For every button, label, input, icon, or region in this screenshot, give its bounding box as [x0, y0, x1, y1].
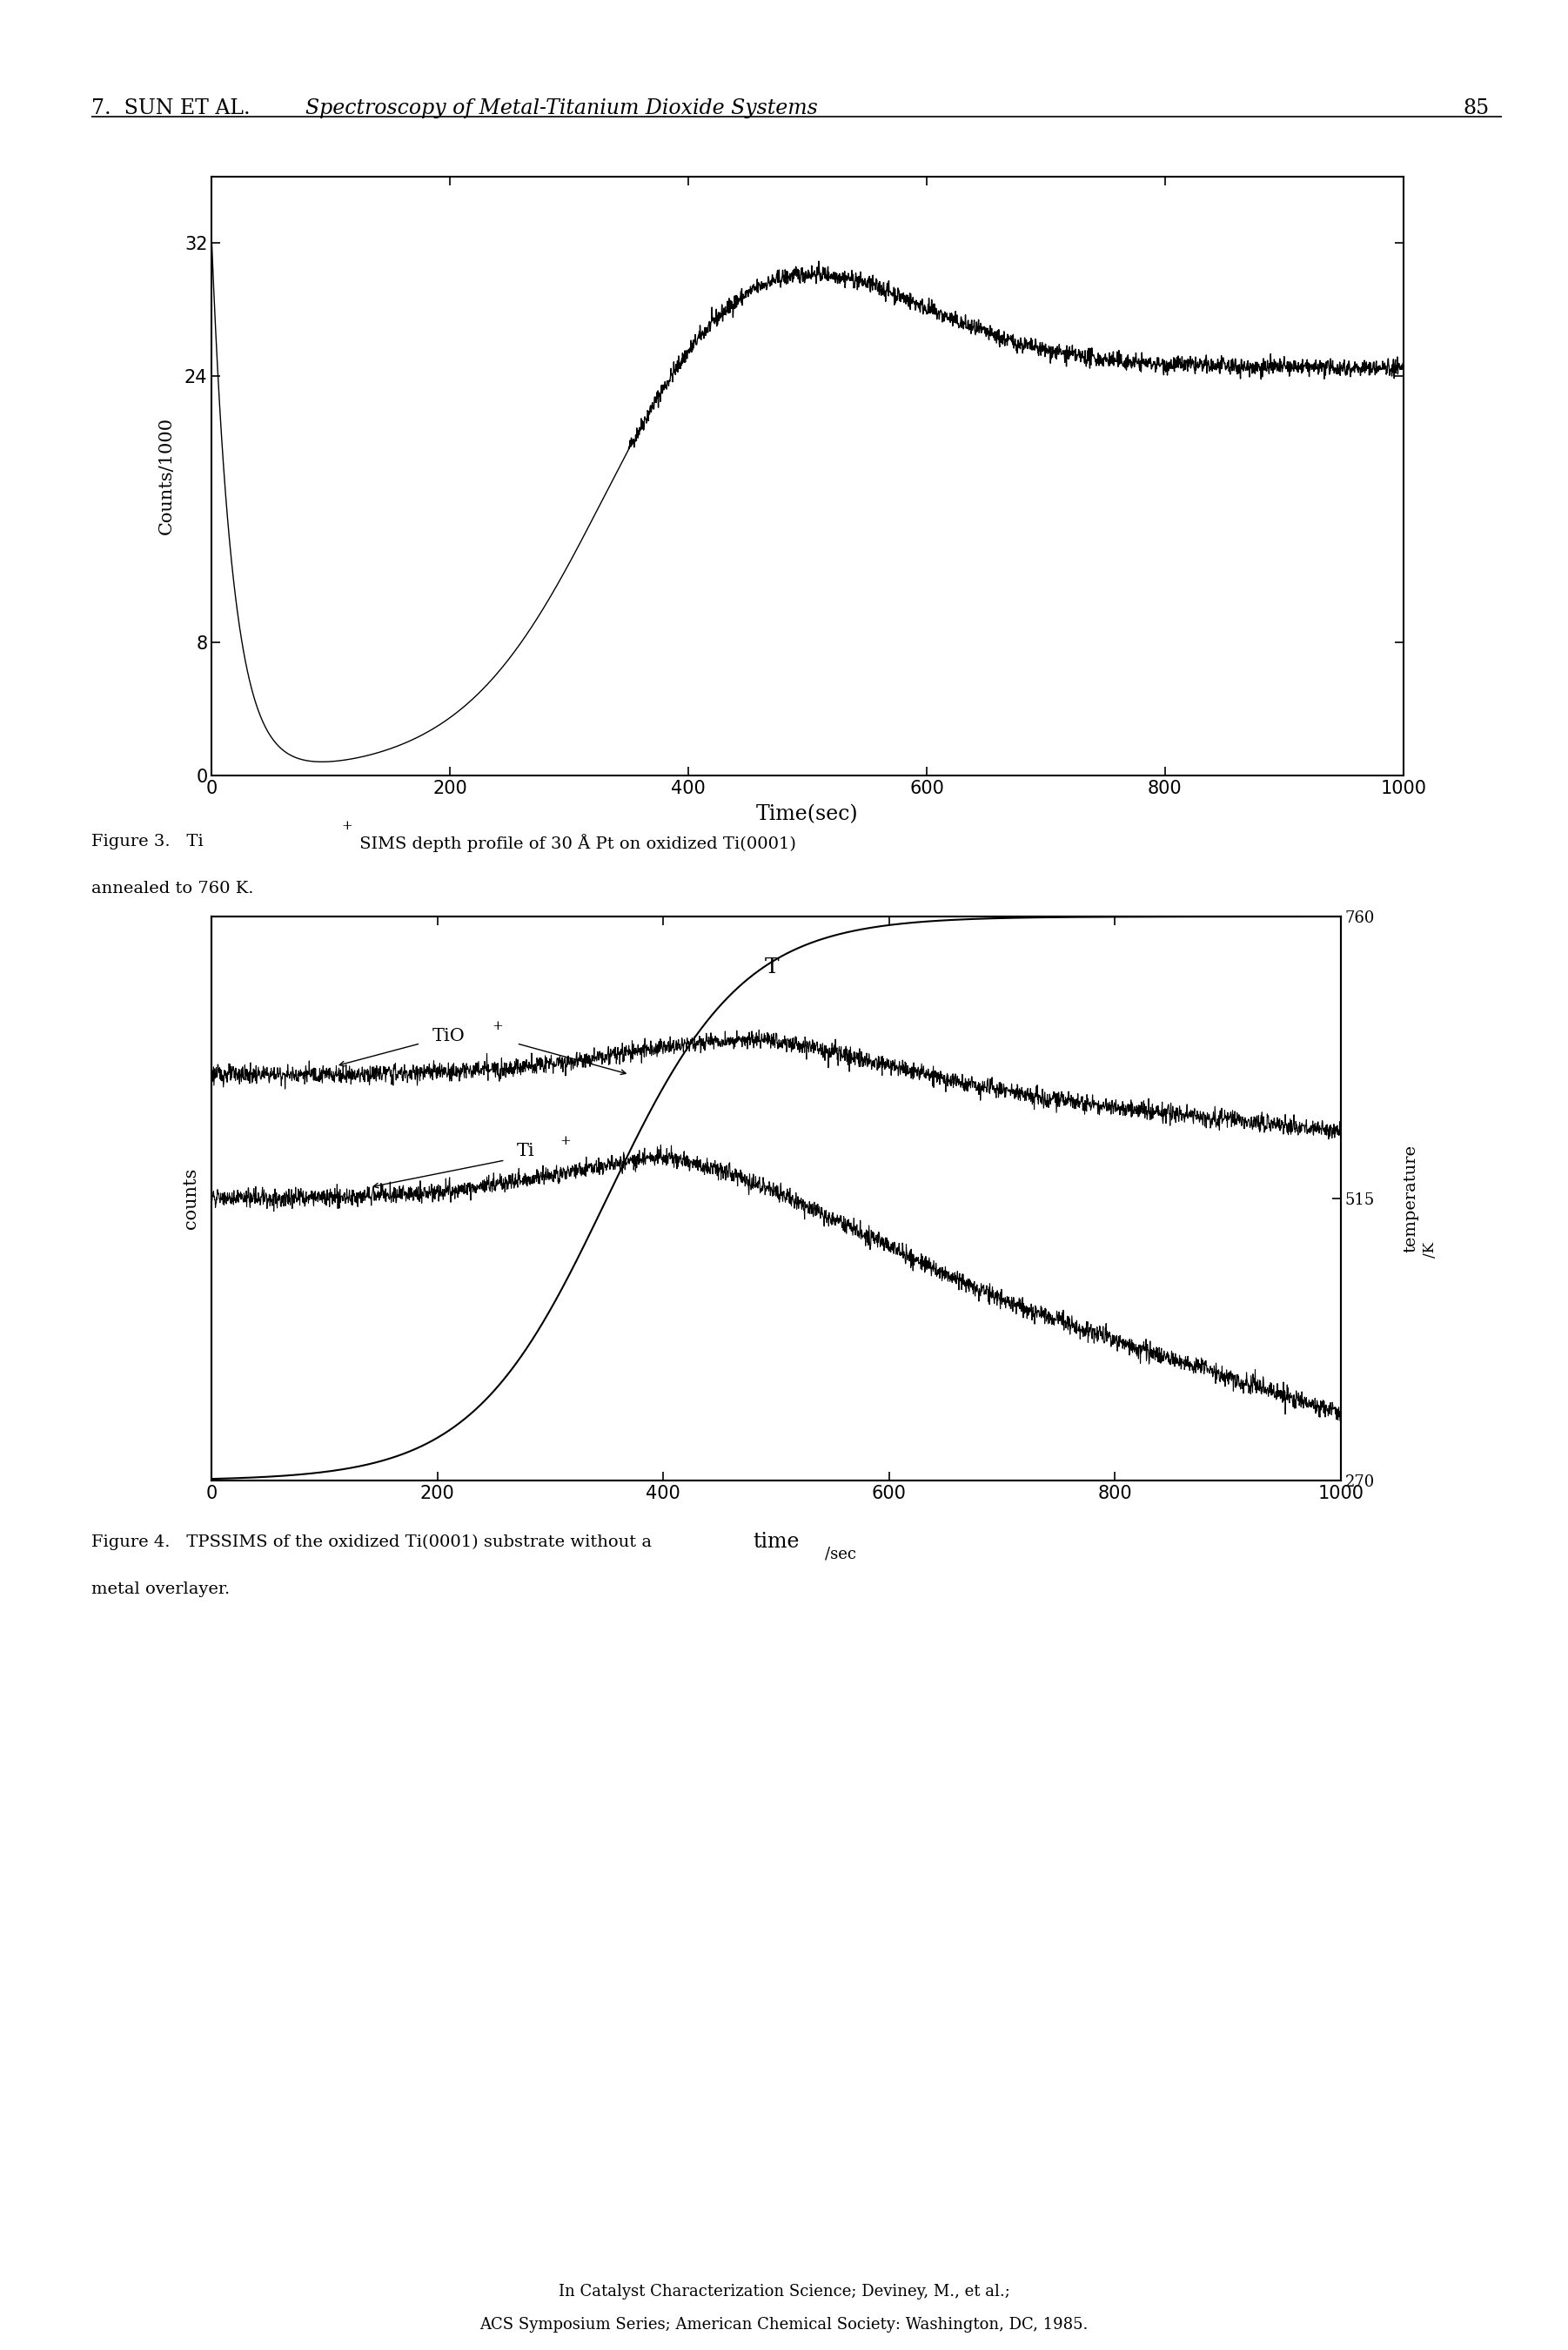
Text: temperature: temperature	[1403, 1144, 1419, 1253]
X-axis label: Time(sec): Time(sec)	[756, 804, 859, 825]
Y-axis label: Counts/1000: Counts/1000	[158, 416, 174, 536]
Text: ACS Symposium Series; American Chemical Society: Washington, DC, 1985.: ACS Symposium Series; American Chemical …	[480, 2317, 1088, 2334]
Text: time: time	[753, 1532, 800, 1553]
Text: annealed to 760 K.: annealed to 760 K.	[91, 881, 252, 898]
Text: /sec: /sec	[825, 1546, 856, 1563]
Text: 85: 85	[1463, 99, 1490, 120]
Text: TiO: TiO	[431, 1027, 464, 1043]
Text: Spectroscopy of Metal-Titanium Dioxide Systems: Spectroscopy of Metal-Titanium Dioxide S…	[306, 99, 818, 120]
Text: /K: /K	[1422, 1243, 1438, 1257]
Text: metal overlayer.: metal overlayer.	[91, 1582, 229, 1598]
Text: Figure 4.   TPSSIMS of the oxidized Ti(0001) substrate without a: Figure 4. TPSSIMS of the oxidized Ti(000…	[91, 1535, 651, 1551]
Text: T: T	[765, 956, 779, 978]
Y-axis label: counts: counts	[183, 1168, 199, 1229]
Text: +: +	[342, 820, 353, 832]
Text: +: +	[560, 1135, 571, 1147]
Text: Figure 3.   Ti: Figure 3. Ti	[91, 834, 202, 851]
Text: SIMS depth profile of 30 Å Pt on oxidized Ti(0001): SIMS depth profile of 30 Å Pt on oxidize…	[354, 834, 797, 853]
Text: 7.  SUN ET AL.: 7. SUN ET AL.	[91, 99, 249, 120]
Text: +: +	[492, 1020, 503, 1032]
Text: Ti: Ti	[516, 1142, 535, 1159]
Text: In Catalyst Characterization Science; Deviney, M., et al.;: In Catalyst Characterization Science; De…	[558, 2284, 1010, 2301]
